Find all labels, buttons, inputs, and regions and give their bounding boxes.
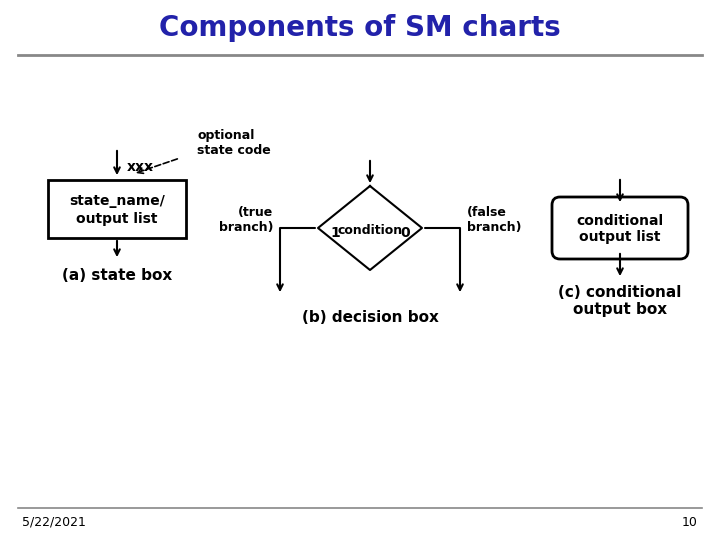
FancyBboxPatch shape [552,197,688,259]
Text: 0: 0 [400,226,410,240]
Text: conditional: conditional [577,214,664,228]
Text: (c) conditional
output box: (c) conditional output box [558,285,682,317]
Bar [48,180,186,238]
Text: xxx: xxx [127,160,154,174]
Text: 1: 1 [330,226,340,240]
Text: condition: condition [338,225,402,238]
Text: Components of SM charts: Components of SM charts [159,14,561,42]
Text: state_name/: state_name/ [69,194,165,208]
Text: 10: 10 [682,516,698,529]
Text: (true
branch): (true branch) [218,206,273,234]
Text: output list: output list [580,230,661,244]
Text: output list: output list [76,212,158,226]
Text: 5/22/2021: 5/22/2021 [22,516,86,529]
Text: (false
branch): (false branch) [467,206,521,234]
Text: optional
state code: optional state code [197,129,271,157]
Text: (a) state box: (a) state box [62,268,172,284]
Text: (b) decision box: (b) decision box [302,310,438,326]
